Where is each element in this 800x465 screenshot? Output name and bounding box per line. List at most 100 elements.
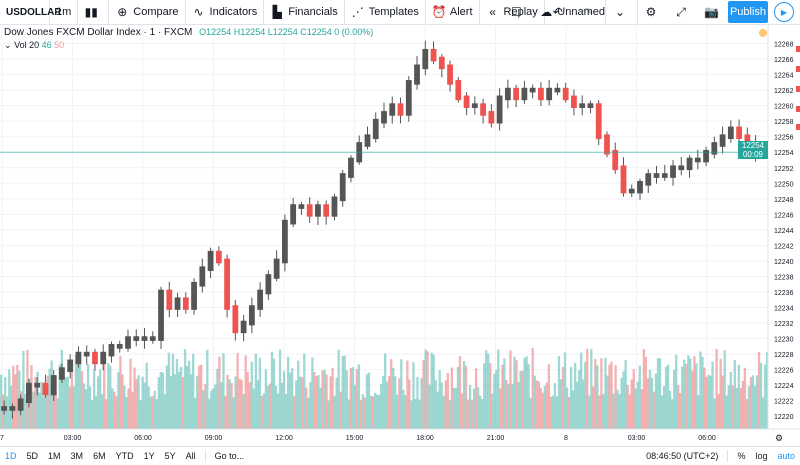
- volume-bar: [408, 379, 411, 429]
- range-6m[interactable]: 6M: [93, 451, 106, 461]
- volume-bar: [677, 385, 680, 429]
- interval-selector[interactable]: 1m: [50, 0, 79, 24]
- compare-button[interactable]: ⊕ Compare: [109, 0, 186, 24]
- volume-bar: [515, 360, 518, 429]
- range-ytd[interactable]: YTD: [115, 451, 134, 461]
- range-1d[interactable]: 1D: [5, 451, 17, 461]
- percent-toggle[interactable]: %: [737, 451, 746, 461]
- price-tick-label: 12262: [774, 88, 794, 95]
- volume-bar: [68, 386, 72, 429]
- volume-bar: [179, 366, 183, 429]
- volume-bar: [687, 355, 690, 429]
- templates-button[interactable]: ⋰ Templates: [345, 0, 426, 24]
- range-1y[interactable]: 1Y: [143, 451, 155, 461]
- range-all[interactable]: All: [185, 451, 196, 461]
- volume-bar: [721, 375, 724, 429]
- range-3m[interactable]: 3M: [70, 451, 84, 461]
- volume-bar: [80, 371, 84, 429]
- volume-bar: [242, 393, 245, 429]
- volume-bar: [323, 369, 326, 429]
- volume-bar: [650, 377, 654, 429]
- auto-toggle[interactable]: auto: [777, 451, 795, 461]
- volume-bar: [325, 374, 328, 429]
- volume-bar: [410, 400, 413, 429]
- expand-button[interactable]: ⤢: [668, 0, 698, 24]
- volume-bar: [675, 354, 678, 429]
- volume-bar: [701, 356, 704, 429]
- range-1m[interactable]: 1M: [48, 451, 61, 461]
- candle-body: [191, 281, 197, 310]
- volume-bar: [462, 361, 466, 429]
- volume-bar: [355, 369, 359, 429]
- volume-bar: [565, 387, 569, 429]
- candle-body: [554, 87, 561, 93]
- volume-bar: [689, 358, 692, 429]
- volume-bar: [594, 358, 597, 429]
- redo-button[interactable]: ↷: [575, 0, 606, 24]
- time-tick-label: 06:00: [698, 435, 716, 442]
- snapshot-button[interactable]: 📷: [698, 0, 728, 24]
- clock[interactable]: 08:46:50 (UTC+2): [646, 451, 719, 461]
- fullscreen-box-button[interactable]: ☐: [503, 0, 533, 24]
- current-price-badge: 12254: [738, 141, 768, 150]
- price-chart[interactable]: 12268 12266 12264 12262 12260 12258 12256 12254…: [0, 24, 800, 446]
- symbol-search[interactable]: USDOLLAR: [0, 0, 62, 24]
- volume-bar: [252, 388, 255, 429]
- volume-bar: [289, 372, 292, 429]
- range-5y[interactable]: 5Y: [164, 451, 176, 461]
- volume-bar: [741, 380, 745, 429]
- collapse-icon[interactable]: ⌄: [4, 40, 12, 50]
- volume-bar: [416, 377, 419, 429]
- candle-body: [595, 103, 602, 140]
- candle-body: [34, 382, 41, 388]
- volume-bar: [133, 367, 136, 429]
- candle-body: [480, 103, 486, 116]
- candle-body: [215, 250, 222, 264]
- candle-body: [529, 87, 536, 93]
- candle-body: [397, 103, 404, 116]
- volume-bar: [381, 376, 385, 429]
- price-tick-label: 12222: [774, 399, 794, 406]
- alert-button[interactable]: ⏰ Alert: [426, 0, 480, 24]
- time-tick-label: 03:00: [64, 435, 82, 442]
- volume-bar: [424, 349, 427, 429]
- goto-button[interactable]: Go to...: [214, 451, 245, 461]
- volume-bar: [442, 395, 445, 429]
- replay-button[interactable]: «Replay: [480, 0, 545, 24]
- volume-bar: [446, 373, 449, 429]
- volume-bar: [392, 367, 395, 429]
- volume-bar: [642, 349, 646, 429]
- volume-bar: [434, 380, 437, 429]
- price-tick-label: 12226: [774, 368, 794, 375]
- play-icon[interactable]: ▶: [774, 2, 794, 22]
- range-5d[interactable]: 5D: [26, 451, 39, 461]
- volume-bar: [276, 393, 280, 429]
- indicators-button[interactable]: ∿ Indicators: [186, 0, 265, 24]
- volume-bar: [458, 356, 462, 429]
- candle-body: [661, 173, 668, 178]
- volume-bar: [561, 367, 565, 429]
- volume-bar: [250, 361, 253, 429]
- volume-bar: [646, 378, 650, 429]
- settings-button[interactable]: ⚙: [638, 0, 668, 24]
- candle-body: [100, 351, 107, 365]
- financials-button[interactable]: ▙ Financials: [264, 0, 345, 24]
- volume-bar: [189, 373, 193, 429]
- volume-bar: [751, 375, 755, 429]
- volume-bar: [636, 381, 639, 429]
- volume-bar: [56, 398, 59, 429]
- volume-bar: [474, 368, 478, 429]
- chart-type-button[interactable]: ▮▮: [78, 0, 110, 24]
- price-tick-label: 12266: [774, 57, 794, 64]
- layout-selector[interactable]: ☁ Unnamed ⌄: [533, 0, 638, 24]
- volume-bar: [214, 384, 217, 429]
- undo-button[interactable]: ↶: [545, 0, 575, 24]
- volume-bar: [555, 396, 559, 429]
- volume-bar: [580, 352, 583, 429]
- volume-bar: [499, 388, 502, 429]
- candle-body: [694, 157, 701, 163]
- log-toggle[interactable]: log: [755, 451, 768, 461]
- volume-bar: [175, 358, 179, 429]
- volume-bar: [167, 352, 171, 429]
- publish-button[interactable]: Publish: [728, 1, 768, 23]
